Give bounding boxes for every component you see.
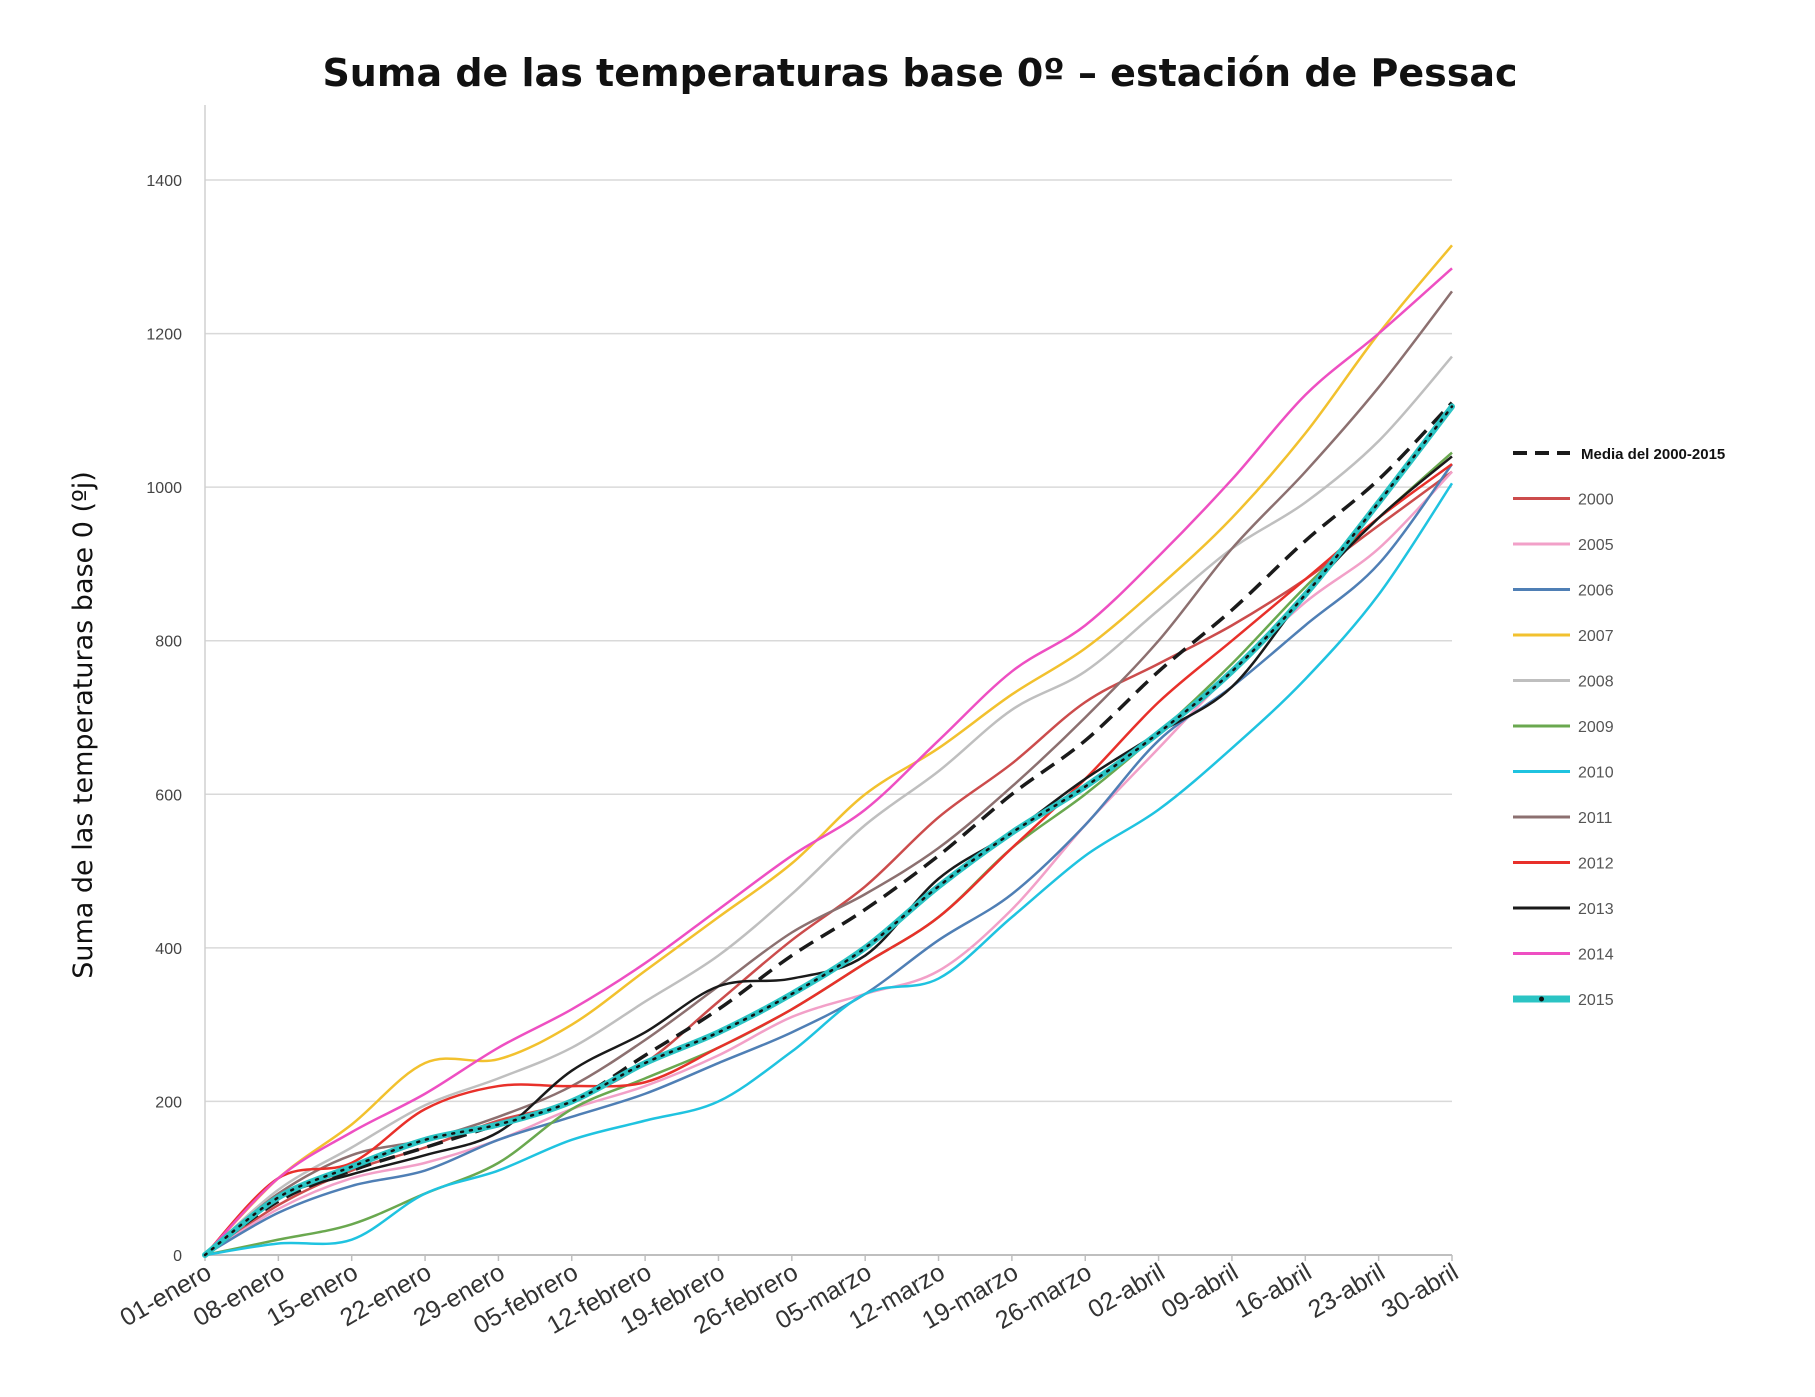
legend-entry-2006: 2006 (1513, 583, 1614, 600)
y-tick-label: 1200 (146, 327, 182, 344)
legend-label: 2009 (1578, 719, 1614, 736)
series-line-2014 (204, 267, 1453, 1256)
y-tick-label: 1400 (146, 173, 182, 190)
legend-label: 2005 (1578, 537, 1614, 554)
legend-entry-2011: 2011 (1513, 810, 1613, 827)
series-line-2008 (204, 355, 1453, 1256)
legend-entry-2008: 2008 (1513, 674, 1614, 691)
legend-swatch-dot (1539, 996, 1544, 1002)
legend-entry-media-del-2000-2015: Media del 2000-2015 (1513, 446, 1725, 463)
legend-label: 2006 (1578, 583, 1614, 600)
y-tick-label: 1000 (146, 480, 182, 497)
y-tick-label: 0 (173, 1248, 182, 1265)
legend-label: 2011 (1578, 810, 1613, 827)
y-tick-label: 400 (155, 941, 182, 958)
legend-entry-2013: 2013 (1513, 901, 1614, 918)
gridlines (205, 179, 1452, 1103)
legend-label: 2010 (1578, 765, 1614, 782)
series-line-media-del-2000-2015 (203, 401, 1454, 1257)
legend-entry-2009: 2009 (1513, 719, 1614, 736)
series-line-2000 (204, 470, 1453, 1257)
legend-label: 2015 (1578, 992, 1614, 1009)
series-line-2010 (204, 482, 1454, 1257)
legend-label: 2013 (1578, 901, 1614, 918)
legend-entry-2007: 2007 (1513, 628, 1614, 645)
legend-entry-2012: 2012 (1513, 856, 1614, 873)
legend-label: 2014 (1578, 947, 1614, 964)
legend-entry-2010: 2010 (1513, 765, 1614, 782)
legend-entry-2000: 2000 (1513, 492, 1614, 509)
legend: Media del 2000-2015 2000 2005 2006 2007 2008 2… (1513, 446, 1725, 1009)
y-tick-label: 600 (155, 787, 182, 804)
legend-entry-2014: 2014 (1513, 947, 1614, 964)
series-lines (202, 244, 1455, 1258)
series-line-2015-dots (203, 405, 1454, 1257)
y-axis-label: Suma de las temperaturas base 0 (ºj) (68, 471, 99, 979)
y-tick-label: 200 (155, 1094, 182, 1111)
legend-label: 2007 (1578, 628, 1614, 645)
legend-label: Media del 2000-2015 (1581, 446, 1725, 463)
legend-label: 2012 (1578, 856, 1614, 873)
legend-entry-2015: 2015 (1513, 992, 1614, 1009)
legend-entry-2005: 2005 (1513, 537, 1614, 554)
series-line-2007 (204, 244, 1453, 1256)
series-line-2013 (204, 455, 1453, 1256)
chart-title: Suma de las temperaturas base 0º – estac… (322, 51, 1517, 95)
legend-label: 2000 (1578, 492, 1614, 509)
series-line-2012 (204, 463, 1453, 1256)
y-tick-label: 800 (155, 634, 182, 651)
legend-label: 2008 (1578, 674, 1614, 691)
